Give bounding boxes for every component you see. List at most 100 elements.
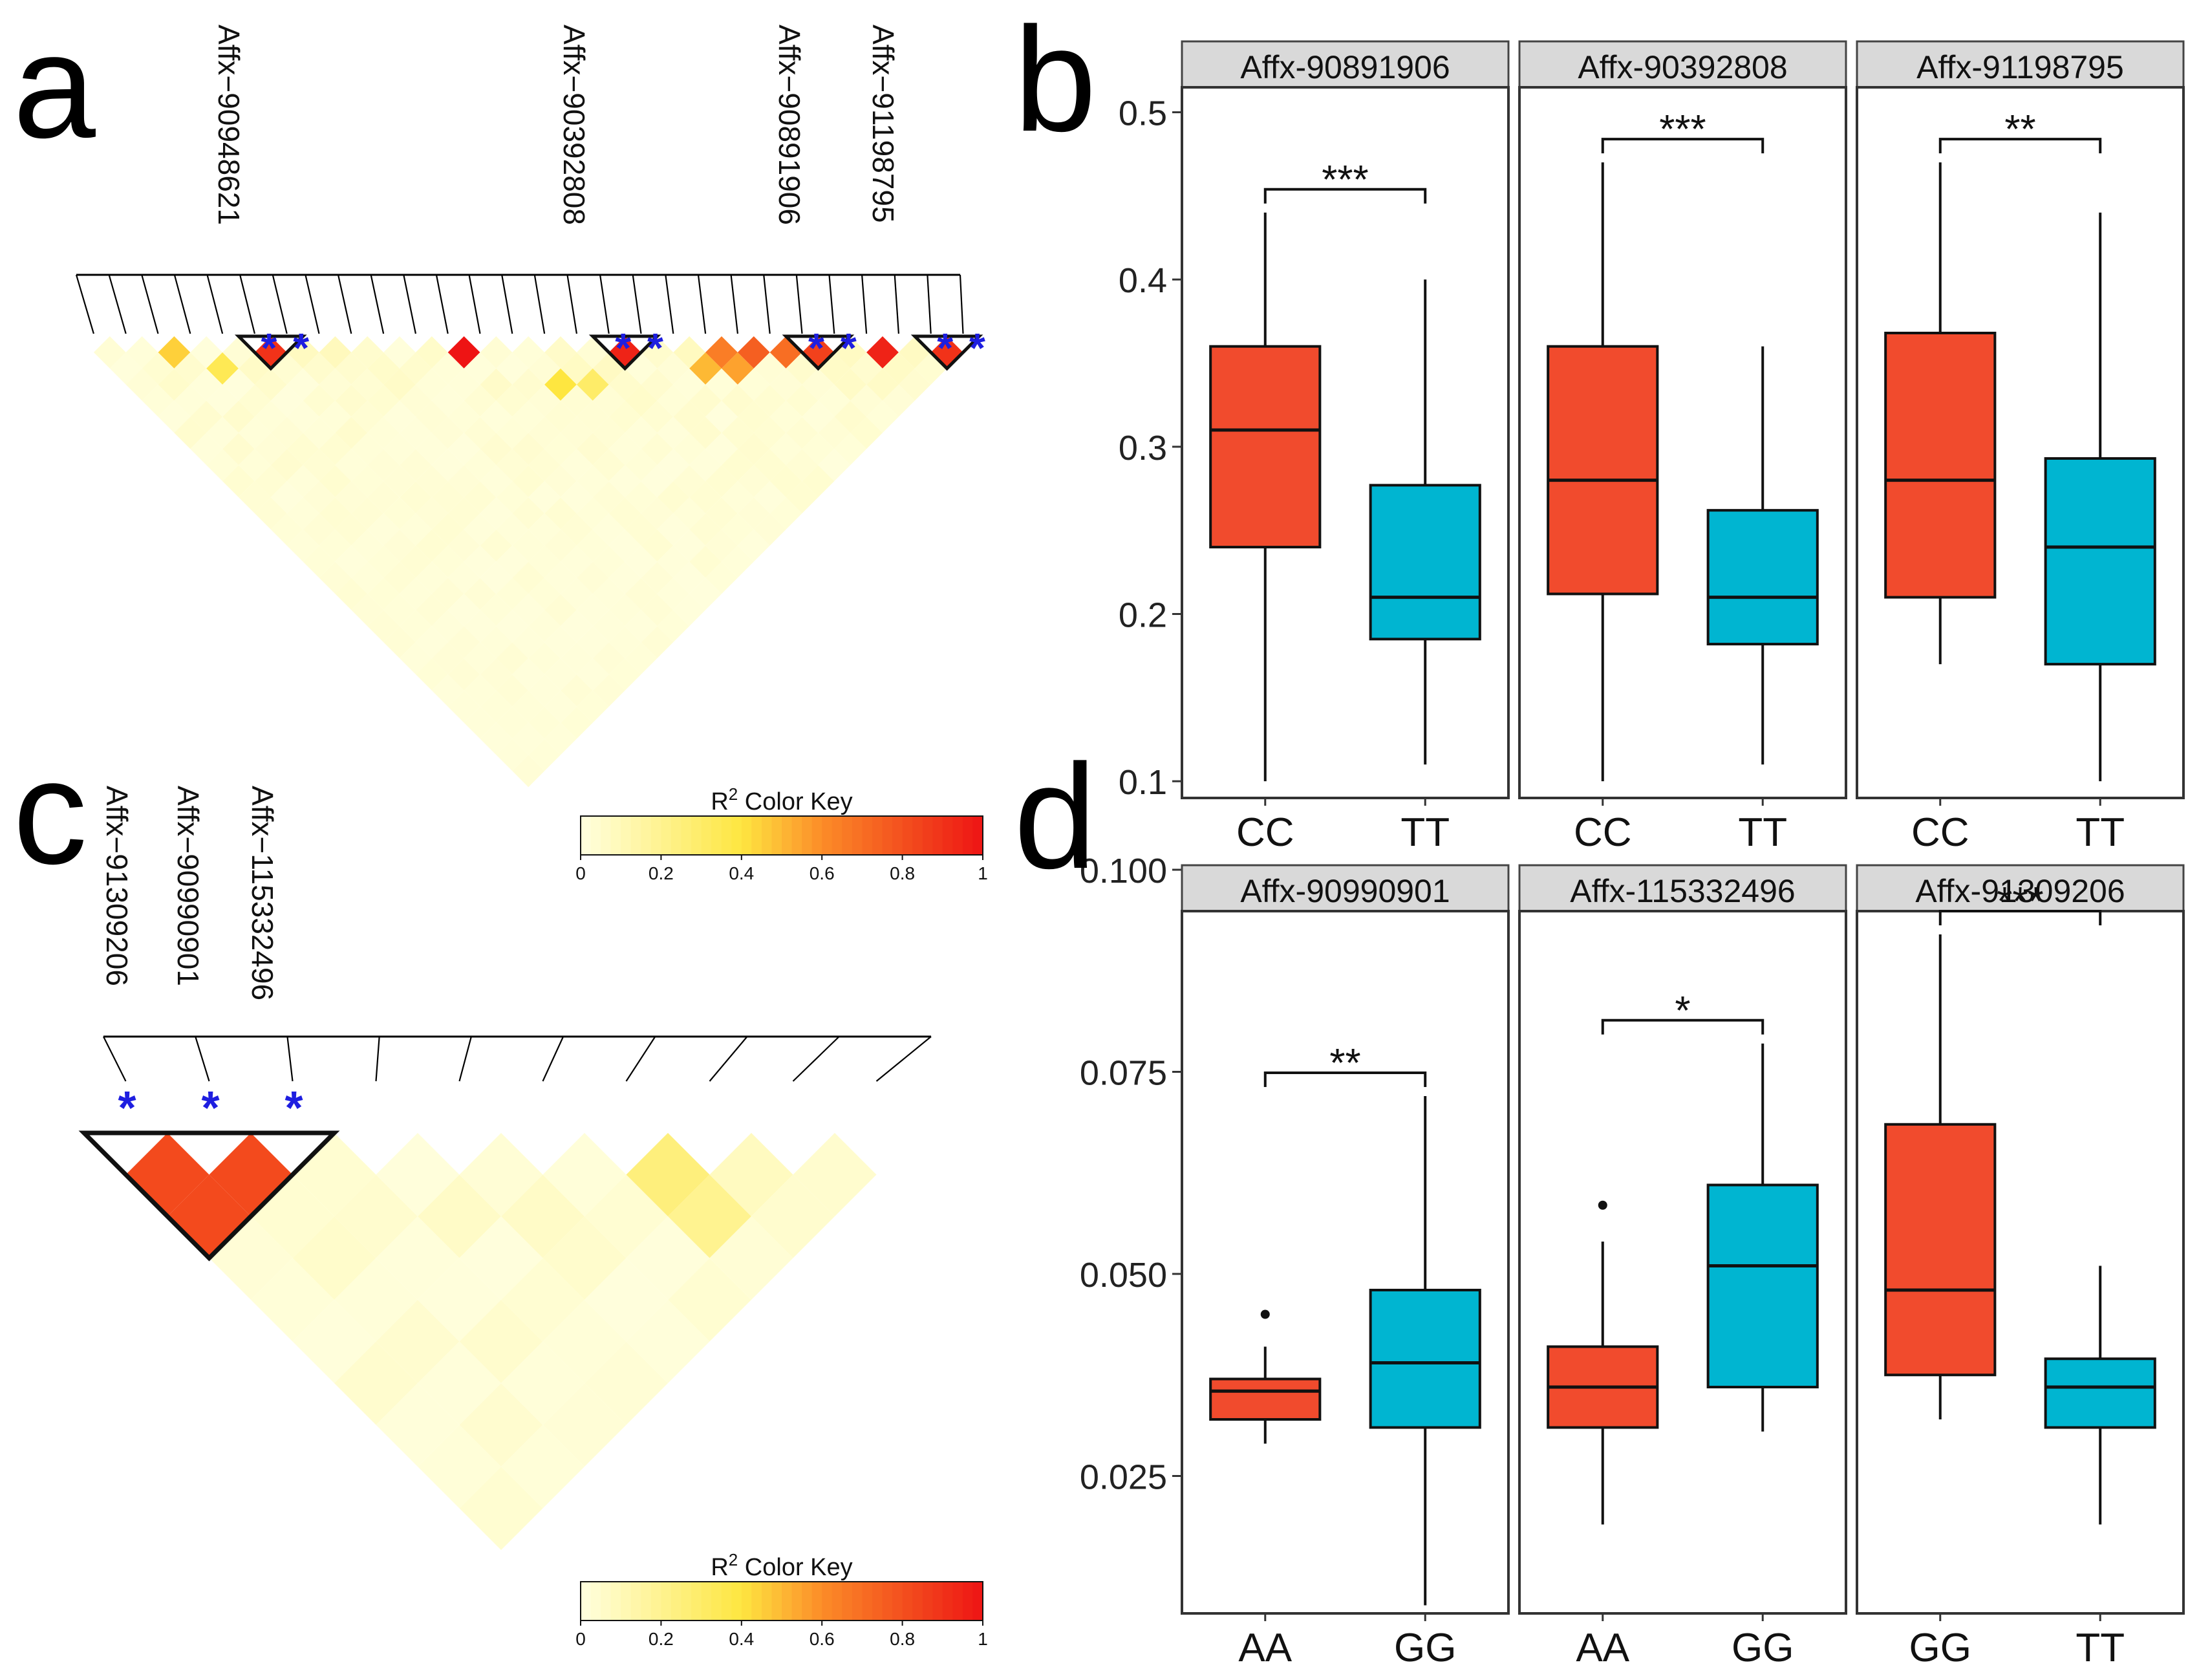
ld-cell bbox=[351, 561, 384, 594]
ld-cell bbox=[286, 465, 319, 497]
ld-cell bbox=[592, 384, 625, 417]
ld-cell bbox=[883, 352, 915, 385]
color-key-tick-label: 0.6 bbox=[810, 1629, 835, 1649]
marker-connector bbox=[730, 274, 738, 334]
ld-cell bbox=[351, 497, 384, 530]
marker-connector bbox=[861, 274, 868, 334]
ld-cell bbox=[592, 642, 625, 674]
color-key-swatch bbox=[641, 816, 652, 855]
panel-label-a: a bbox=[13, 3, 96, 169]
marker-connector bbox=[566, 274, 577, 334]
ld-cell bbox=[206, 449, 239, 482]
color-key-swatch bbox=[741, 1582, 753, 1621]
marker-connector bbox=[542, 1036, 564, 1082]
color-key-swatch bbox=[630, 1582, 642, 1621]
marker-connector bbox=[375, 1036, 380, 1082]
marker-connector bbox=[195, 1036, 210, 1082]
ld-cell bbox=[480, 626, 513, 658]
significance-label: *** bbox=[1322, 158, 1368, 202]
ld-cell bbox=[786, 384, 819, 417]
ld-cell bbox=[689, 352, 722, 385]
color-key-swatch bbox=[681, 1582, 692, 1621]
ld-cell bbox=[705, 465, 738, 497]
ld-cell bbox=[592, 513, 625, 546]
ld-cell bbox=[431, 481, 464, 513]
ld-cell bbox=[561, 481, 593, 513]
snp-label: Affx−115332496 bbox=[246, 786, 279, 1000]
ld-cell bbox=[270, 481, 303, 513]
facet-strip bbox=[1518, 864, 1847, 912]
ld-cell bbox=[722, 449, 754, 482]
ld-block-outline bbox=[234, 334, 307, 371]
ld-cell bbox=[400, 577, 432, 610]
color-key-swatch bbox=[802, 816, 813, 855]
ld-cell bbox=[641, 529, 674, 562]
iqr-box bbox=[1209, 345, 1322, 549]
ld-cell bbox=[286, 400, 319, 433]
ld-cell bbox=[769, 433, 802, 466]
panel-labels: a b c d bbox=[13, 0, 1097, 899]
marker-connector bbox=[305, 274, 320, 334]
facet-frame bbox=[1181, 910, 1510, 1615]
facet-strip bbox=[1181, 40, 1510, 89]
ld-cell bbox=[431, 674, 464, 707]
color-key-swatch bbox=[691, 1582, 702, 1621]
color-key-swatch bbox=[791, 1582, 803, 1621]
color-key-tick-label: 0.8 bbox=[890, 1629, 915, 1649]
x-tick-label: AA bbox=[1576, 1626, 1629, 1670]
box-TT bbox=[2044, 212, 2156, 782]
color-key-swatch bbox=[942, 1582, 954, 1621]
ld-cell bbox=[351, 400, 384, 433]
facet-1: Affx-115332496 AA GG * bbox=[1518, 864, 1847, 1670]
color-key-swatch bbox=[842, 1582, 853, 1621]
ld-cell bbox=[561, 384, 593, 417]
significant-snp-star-icon: * bbox=[284, 1082, 303, 1134]
facet-strip bbox=[1518, 40, 1847, 89]
ld-cell bbox=[431, 513, 464, 546]
ld-cell bbox=[125, 336, 158, 369]
ld-cell bbox=[930, 336, 963, 369]
ld-cell bbox=[270, 449, 303, 482]
color-key-swatch bbox=[761, 816, 773, 855]
ld-cell bbox=[351, 433, 384, 466]
ld-cell bbox=[753, 384, 786, 417]
ld-cell bbox=[512, 529, 545, 562]
color-key-swatch bbox=[711, 1582, 722, 1621]
color-key-swatch bbox=[831, 816, 843, 855]
box-GG bbox=[1884, 934, 1997, 1419]
ld-cell bbox=[705, 368, 738, 401]
color-key-swatch bbox=[771, 816, 782, 855]
significance-label: *** bbox=[1659, 107, 1706, 152]
ld-cell bbox=[480, 658, 513, 691]
color-key-tick-label: 0.2 bbox=[649, 1629, 674, 1649]
ld-cell bbox=[415, 336, 448, 369]
color-key-swatch bbox=[782, 816, 793, 855]
ld-cell bbox=[834, 433, 867, 466]
x-tick-label: TT bbox=[1738, 810, 1787, 855]
ld-cell bbox=[561, 449, 593, 482]
ld-cell bbox=[319, 336, 352, 369]
ld-cell bbox=[190, 400, 223, 433]
marker-connector bbox=[272, 274, 288, 334]
ld-cell bbox=[673, 336, 706, 369]
ld-cell bbox=[786, 416, 819, 449]
ld-cell bbox=[158, 336, 191, 369]
outlier-point bbox=[1598, 1200, 1607, 1210]
marker-connector bbox=[763, 274, 771, 334]
ld-cell bbox=[351, 465, 384, 497]
ld-cell bbox=[561, 416, 593, 449]
color-key-swatch bbox=[791, 816, 803, 855]
ld-cell bbox=[689, 416, 722, 449]
ld-cell bbox=[592, 481, 625, 513]
color-key-title: R2 Color Key bbox=[711, 784, 852, 815]
panel-c-cells bbox=[125, 1133, 877, 1550]
panel-label-d: d bbox=[1014, 733, 1097, 899]
snp-label: Affx−91198795 bbox=[866, 25, 900, 223]
box-TT bbox=[1369, 279, 1481, 765]
significant-snp-star-icon: * bbox=[118, 1082, 136, 1134]
ld-cell bbox=[802, 336, 835, 369]
ld-cell bbox=[793, 1133, 877, 1216]
significant-snp-star-icon: * bbox=[201, 1082, 219, 1134]
ld-cell bbox=[722, 384, 754, 417]
